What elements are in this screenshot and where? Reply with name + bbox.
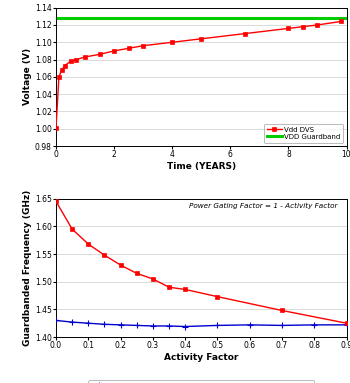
Vdd DVS (54, 126, 58, 130)
Vdd DVS (315, 23, 320, 27)
Power Gating Frequency (215, 294, 219, 299)
No Power Gating Frequency (135, 323, 139, 328)
Y-axis label: Voltage (V): Voltage (V) (23, 48, 32, 105)
No Power Gating Frequency (344, 322, 349, 327)
X-axis label: Time (YEARS): Time (YEARS) (167, 162, 236, 171)
Vdd DVS (301, 25, 305, 29)
Vdd DVS (112, 49, 116, 53)
Power Gating Frequency (54, 199, 58, 204)
Legend: No Power Gating Frequency, Power Gating Frequency: No Power Gating Frequency, Power Gating … (88, 380, 314, 383)
Vdd DVS (141, 43, 145, 48)
No Power Gating Frequency (167, 324, 171, 328)
Vdd DVS (69, 59, 73, 64)
Y-axis label: Guardbanded Frequency (GHz): Guardbanded Frequency (GHz) (23, 190, 32, 346)
Vdd DVS (57, 75, 61, 79)
No Power Gating Frequency (118, 322, 122, 327)
Vdd DVS (199, 36, 203, 41)
No Power Gating Frequency (183, 324, 187, 329)
No Power Gating Frequency (312, 322, 316, 327)
Power Gating Frequency (344, 321, 349, 326)
No Power Gating Frequency (54, 318, 58, 323)
Vdd DVS (60, 68, 64, 72)
Vdd DVS (243, 31, 247, 36)
No Power Gating Frequency (70, 320, 74, 324)
Power Gating Frequency (102, 253, 106, 257)
Line: Power Gating Frequency: Power Gating Frequency (54, 200, 349, 325)
Vdd DVS (338, 19, 343, 24)
Text: Power Gating Factor = 1 - Activity Factor: Power Gating Factor = 1 - Activity Facto… (189, 203, 338, 209)
Vdd DVS (83, 55, 87, 59)
VDD Guardband (83, 16, 87, 20)
X-axis label: Activity Factor: Activity Factor (164, 353, 238, 362)
No Power Gating Frequency (151, 324, 155, 328)
No Power Gating Frequency (215, 323, 219, 328)
Power Gating Frequency (167, 285, 171, 290)
Legend: Vdd DVS, VDD Guardband: Vdd DVS, VDD Guardband (264, 124, 343, 142)
No Power Gating Frequency (102, 322, 106, 327)
VDD Guardband (54, 16, 58, 20)
Vdd DVS (63, 63, 67, 68)
Power Gating Frequency (118, 263, 122, 267)
Line: No Power Gating Frequency: No Power Gating Frequency (53, 318, 349, 329)
Power Gating Frequency (183, 287, 187, 292)
Vdd DVS (74, 57, 78, 62)
Power Gating Frequency (151, 277, 155, 281)
No Power Gating Frequency (280, 323, 284, 328)
Power Gating Frequency (280, 308, 284, 313)
Power Gating Frequency (86, 242, 90, 246)
Vdd DVS (286, 26, 290, 31)
Vdd DVS (97, 52, 102, 57)
No Power Gating Frequency (86, 321, 90, 326)
No Power Gating Frequency (247, 322, 252, 327)
Vdd DVS (170, 40, 174, 44)
Power Gating Frequency (135, 271, 139, 276)
Power Gating Frequency (70, 227, 74, 231)
Vdd DVS (127, 46, 131, 51)
Line: Vdd DVS: Vdd DVS (54, 20, 343, 130)
